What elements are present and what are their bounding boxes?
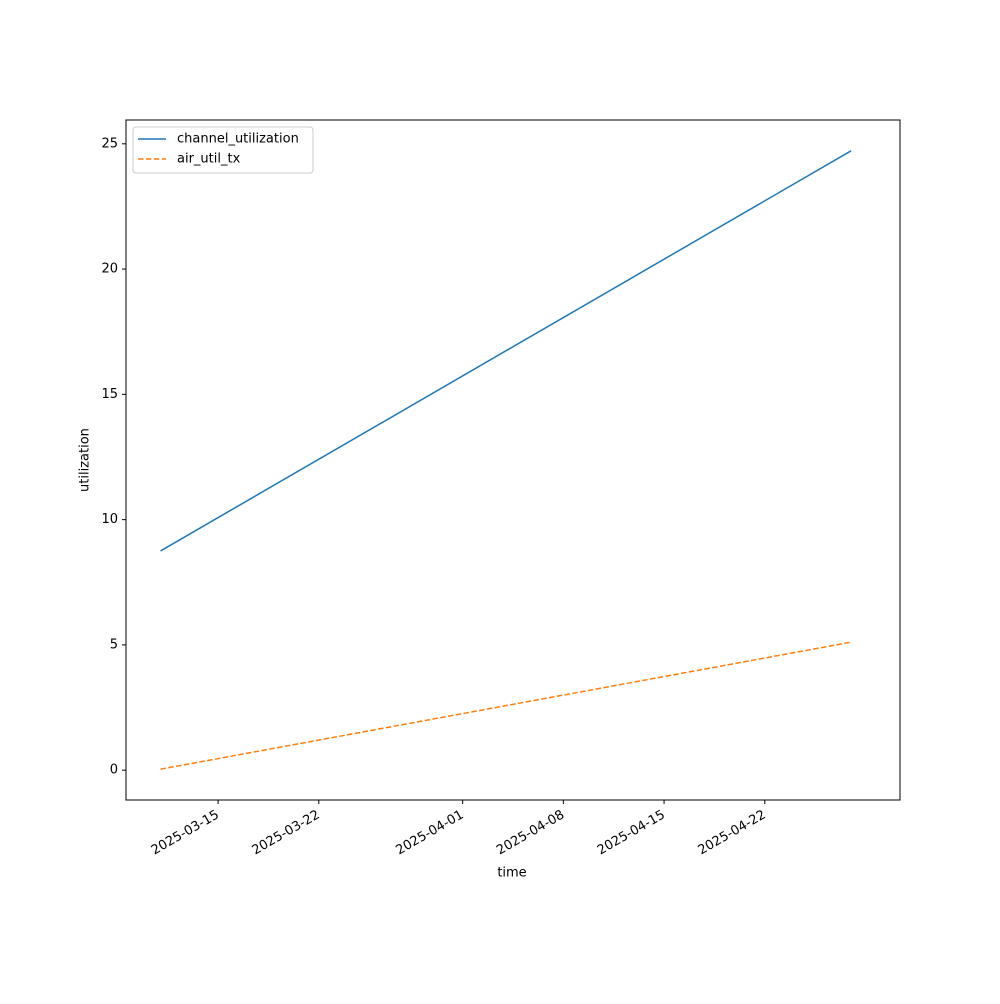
- y-tick-label: 20: [101, 262, 118, 277]
- y-tick-label: 0: [110, 763, 118, 778]
- series-line: [160, 150, 852, 552]
- x-axis-label: time: [497, 866, 526, 881]
- y-axis-label: utilization: [78, 428, 93, 492]
- y-tick-label: 10: [101, 512, 118, 527]
- series-line: [160, 641, 852, 770]
- legend-box: [132, 126, 314, 174]
- y-tick-label: 25: [101, 136, 118, 151]
- plot-frame: [125, 119, 901, 801]
- legend-label: air_util_tx: [177, 152, 241, 167]
- y-tick-label: 5: [110, 637, 118, 652]
- legend-label: channel_utilization: [177, 132, 299, 147]
- y-tick-label: 15: [101, 387, 118, 402]
